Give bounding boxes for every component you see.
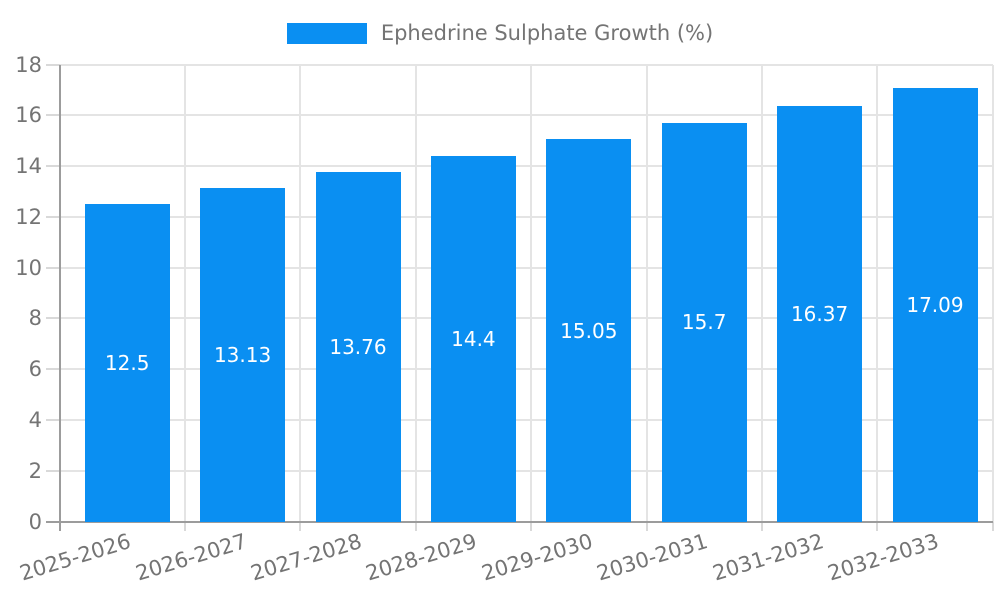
y-gridline [60,165,993,168]
y-axis-label: 4 [28,408,42,433]
x-gridline [645,64,648,522]
bar [777,105,863,522]
y-axis-line [59,64,61,531]
x-gridline [760,64,763,522]
y-axis-label: 14 [15,154,42,179]
bar-value-label: 15.7 [681,310,727,335]
y-axis-label: 12 [15,204,42,229]
x-axis-tick [991,521,994,531]
x-gridline [991,64,994,522]
x-axis-tick [760,521,763,531]
y-axis-tick [46,165,60,168]
y-axis-tick [46,63,60,66]
bar-value-label: 14.4 [451,326,496,351]
y-axis-tick [46,215,60,218]
chart-legend: Ephedrine Sulphate Growth (%) [0,20,1000,46]
y-axis-tick [46,114,60,117]
y-gridline [60,114,993,117]
x-gridline [530,64,533,522]
y-axis-label: 10 [15,255,42,280]
x-axis-tick [299,521,302,531]
x-gridline [414,64,417,522]
y-gridline [60,266,993,269]
x-axis-tick [876,521,879,531]
legend-label: Ephedrine Sulphate Growth (%) [380,20,714,45]
x-axis-tick [530,521,533,531]
y-gridline [60,368,993,371]
x-axis-tick [183,521,186,531]
y-gridline [60,419,993,422]
y-axis-label: 6 [28,357,42,382]
bar [892,87,978,522]
y-axis-label: 2 [28,458,42,483]
bar [315,172,401,522]
y-axis-tick [46,317,60,320]
bar-value-label: 15.05 [560,318,618,343]
y-gridline [60,215,993,218]
y-gridline [60,317,993,320]
bar [546,139,632,522]
bar-value-label: 17.09 [906,292,964,317]
x-axis-line [46,520,993,523]
y-axis-tick [46,368,60,371]
y-axis-label: 16 [15,103,42,128]
x-gridline [876,64,879,522]
bar-value-label: 16.37 [790,301,849,326]
x-gridline [299,64,302,522]
x-axis-tick [414,521,417,531]
bar-value-label: 12.5 [104,350,150,375]
legend-swatch [286,22,367,44]
x-gridline [183,64,186,522]
bar-value-label: 13.13 [213,342,272,367]
y-gridline [60,63,993,66]
y-axis-tick [46,419,60,422]
y-axis-label: 8 [28,306,42,331]
y-gridline [60,469,993,472]
y-axis-tick [46,469,60,472]
y-axis-label: 0 [28,509,42,534]
bar [84,204,170,522]
y-axis-label: 18 [15,52,42,77]
bar [200,188,286,522]
y-axis-tick [46,266,60,269]
x-axis-tick [645,521,648,531]
bar-value-label: 13.76 [329,334,387,359]
bar [661,122,747,522]
bar [430,156,516,522]
